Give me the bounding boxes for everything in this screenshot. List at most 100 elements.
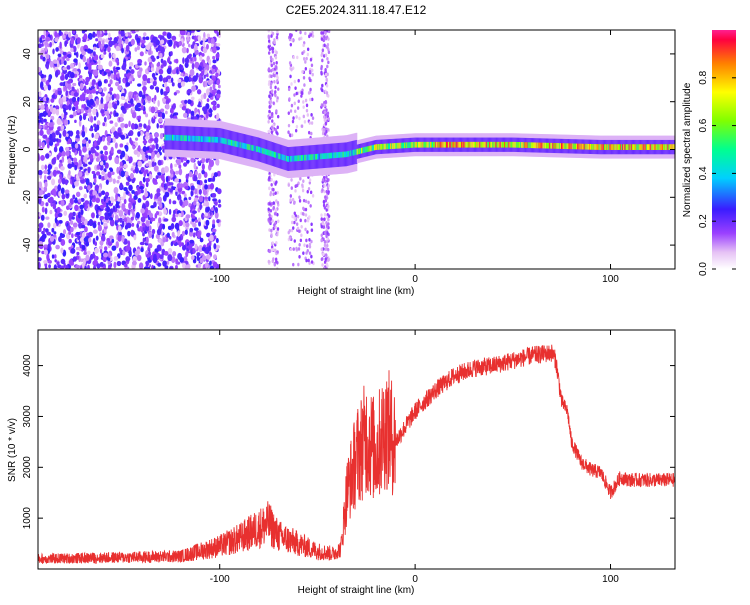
noise-cell (45, 153, 50, 159)
noise-cell (101, 190, 106, 196)
noise-cell (132, 106, 136, 111)
noise-cell (301, 70, 304, 74)
noise-cell (166, 32, 172, 40)
noise-cell (140, 216, 146, 223)
noise-cell (302, 179, 305, 183)
colorbar: 0.00.20.40.60.8 Normalized spectral ampl… (682, 30, 736, 276)
noise-cell (76, 251, 80, 256)
noise-cell (287, 123, 291, 128)
noise-cell (324, 31, 327, 35)
noise-cell (218, 199, 221, 204)
noise-cell (138, 115, 142, 120)
noise-cell (287, 87, 291, 92)
noise-cell (123, 163, 128, 169)
signal-core (466, 141, 468, 148)
noise-cell (324, 132, 327, 136)
noise-cell (129, 193, 132, 201)
signal-core (625, 144, 628, 150)
noise-cell (40, 104, 45, 110)
noise-cell (75, 137, 80, 142)
noise-cell (142, 74, 148, 82)
noise-cell (52, 222, 57, 229)
signal-core (581, 143, 583, 150)
noise-cell (321, 31, 325, 35)
signal-core (550, 142, 552, 149)
signal-core (218, 137, 220, 143)
noise-cell (276, 227, 280, 231)
signal-core (191, 135, 193, 142)
y-tick-label: 40 (22, 48, 33, 60)
signal-core (447, 141, 449, 148)
signal-core (204, 136, 206, 143)
noise-cell (167, 254, 173, 262)
signal-core (421, 141, 423, 148)
signal-core (246, 143, 248, 150)
signal-core (222, 137, 225, 144)
signal-core (286, 156, 289, 162)
signal-core (640, 144, 643, 150)
noise-cell (72, 147, 76, 153)
noise-cell (93, 123, 97, 128)
noise-cell (209, 79, 214, 84)
noise-cell (145, 253, 151, 258)
noise-cell (53, 190, 57, 197)
noise-cell (137, 70, 142, 76)
noise-cell (174, 222, 180, 230)
signal-core (296, 155, 299, 162)
signal-core (486, 141, 489, 148)
noise-cell (311, 116, 315, 120)
signal-core (656, 144, 659, 150)
noise-cell (277, 87, 280, 91)
noise-cell (117, 85, 123, 91)
y-tick-label: 3000 (22, 405, 33, 428)
signal-core (557, 143, 560, 149)
noise-cell (306, 52, 310, 57)
noise-cell (171, 35, 177, 41)
noise-cell (84, 226, 88, 233)
noise-cell (198, 65, 203, 71)
noise-cell (103, 79, 107, 84)
y-tick-label: 1000 (22, 507, 33, 530)
noise-cell (170, 113, 173, 120)
noise-cell (206, 43, 209, 50)
noise-cell (290, 247, 293, 252)
noise-cell (170, 77, 174, 83)
signal-core (270, 150, 273, 157)
noise-cell (91, 88, 96, 94)
signal-core (373, 144, 376, 151)
noise-cell (87, 166, 91, 174)
noise-cell (194, 43, 198, 51)
snr-marks (38, 344, 675, 565)
noise-cell (84, 66, 89, 70)
noise-cell (270, 178, 273, 182)
noise-cell (144, 187, 148, 194)
noise-cell (217, 84, 221, 89)
noise-cell (190, 185, 195, 191)
signal-core (355, 149, 358, 155)
x-tick-label: -100 (210, 274, 230, 285)
noise-cell (50, 115, 55, 121)
noise-cell (61, 193, 66, 200)
signal-core (606, 144, 608, 150)
noise-cell (96, 111, 99, 118)
noise-cell (154, 112, 159, 118)
signal-core (404, 142, 406, 149)
noise-cell (214, 201, 218, 206)
noise-cell (186, 159, 190, 164)
noise-cell (276, 250, 279, 254)
signal-core (636, 144, 638, 150)
noise-cell (194, 243, 198, 250)
signal-core (438, 141, 441, 148)
noise-cell (274, 212, 277, 216)
signal-core (269, 150, 272, 157)
noise-cell (40, 81, 44, 88)
noise-cell (271, 114, 274, 119)
noise-cell (276, 78, 279, 83)
noise-cell (82, 55, 87, 63)
noise-cell (298, 199, 302, 203)
noise-cell (270, 202, 274, 206)
noise-cell (304, 199, 308, 204)
noise-cell (100, 266, 103, 269)
noise-cell (98, 103, 102, 111)
